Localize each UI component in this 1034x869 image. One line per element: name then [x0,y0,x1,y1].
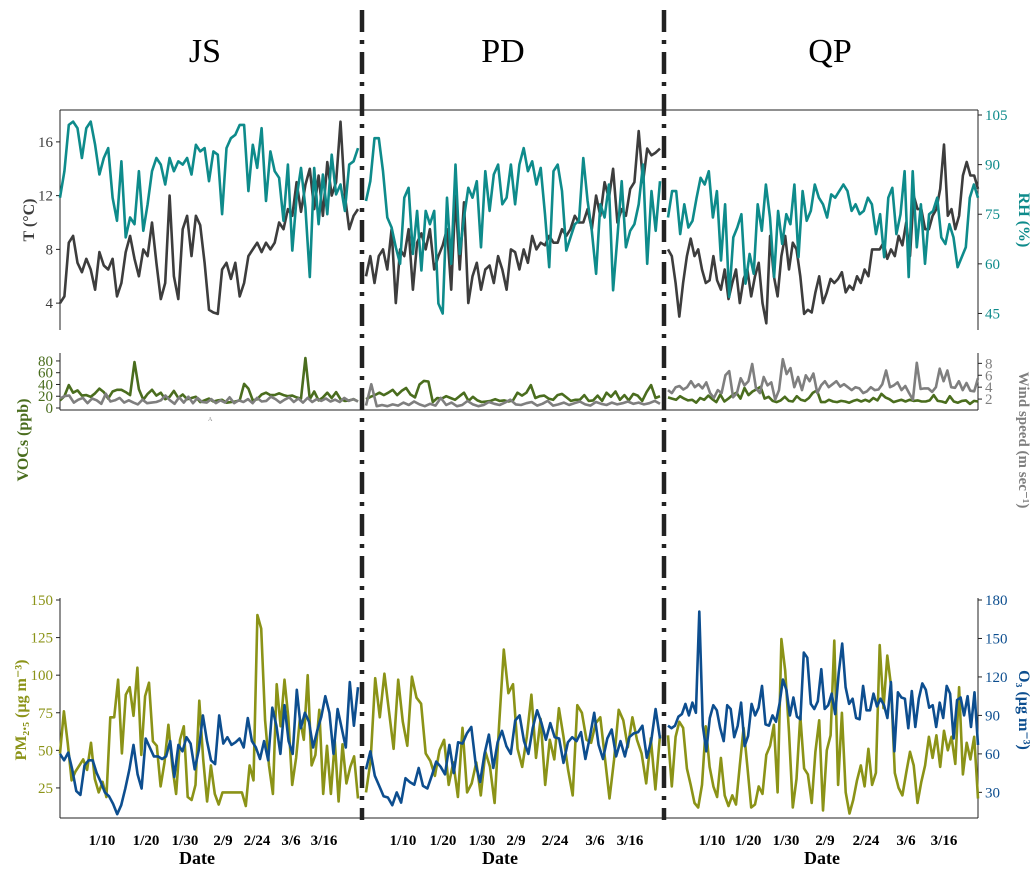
pm25-o3-left-tick-label-5: 150 [31,593,54,609]
temp-rh-series-right-qp-line [666,169,980,299]
temp-rh-right-tick-label-0: 45 [985,306,1000,322]
date-title-qp: Date [804,848,840,868]
vocs-wind-series-right-js-line [59,392,359,406]
temp-rh-series-left-pd-line [364,129,661,305]
temp-rh-right-tick-label-4: 105 [985,108,1008,124]
top-left-axis-ticks: 4 8 12 16 [38,135,60,312]
temp-rh-series-right-js-line [58,120,360,279]
date-tick-pd-4: 2/24 [542,833,569,849]
temp-rh-series-left-qp-line [666,143,980,325]
date-tick-pd-3: 2/9 [506,833,525,849]
temp-rh-left-tick-label-2: 12 [38,189,53,205]
vocs-axis-title: VOCs (ppb) [15,399,32,482]
bottom-right-axis-ticks: 30 60 90 120 150 180 [978,593,1008,801]
date-tick-pd-6: 3/16 [617,833,644,849]
vocs-wind-right-tick-label-1: 4 [985,380,993,396]
temp-rh-right-tick-label-1: 60 [985,257,1000,273]
date-tick-js-1: 1/20 [133,833,160,849]
vocs-wind-left-tick-label-1: 20 [38,389,53,405]
date-tick-pd-5: 3/6 [585,833,605,849]
pm25-o3-right-tick-label-3: 120 [985,670,1008,686]
pm25-o3-series-right-qp-line [667,610,980,753]
vocs-wind-series-right-qp-line [667,357,980,402]
temp-rh-left-tick-label-3: 16 [38,135,54,151]
stray-mark: A [208,417,213,423]
date-tick-pd-0: 1/10 [390,833,417,849]
pm25-o3-series-right-pd-line [364,707,662,807]
pm25-o3-left-tick-label-3: 100 [31,668,54,684]
vocs-wind-left-tick-label-4: 80 [38,354,53,370]
pm25-o3-right-tick-label-1: 60 [985,747,1000,763]
date-tick-js-0: 1/10 [89,833,116,849]
pm25-o3-series-left-pd-line [364,648,662,805]
date-title-pd: Date [482,848,518,868]
temp-rh-series-right-pd-line [364,136,662,315]
pm25-o3-right-tick-label-4: 150 [985,631,1008,647]
o3-axis-title: O₃ (µg m⁻³) [1015,670,1032,750]
wind-axis-title: Wind speed (m sec⁻¹) [1015,372,1031,509]
date-tick-js-3: 2/9 [213,833,232,849]
pm25-o3-left-tick-label-0: 25 [38,781,53,797]
vocs-wind-right-tick-label-0: 2 [985,392,993,408]
panel-frames [59,109,979,819]
date-tick-qp-6: 3/16 [931,833,958,849]
series-lines [58,120,980,816]
pm25-o3-left-tick-label-4: 125 [31,631,54,647]
date-tick-pd-2: 1/30 [469,833,496,849]
date-tick-js-5: 3/6 [281,833,301,849]
date-tick-qp-4: 2/24 [853,833,880,849]
vocs-wind-series-left-js-line [59,356,359,405]
top-right-axis-ticks: 45 60 75 90 105 [978,108,1008,322]
vocs-wind-series-left-pd-line [365,379,661,404]
date-tick-js-6: 3/16 [311,833,338,849]
pm25-o3-series-left-js-line [58,613,360,808]
date-tick-qp-5: 3/6 [896,833,916,849]
pm25-o3-series-left-qp-line [666,637,980,815]
date-tick-qp-0: 1/10 [699,833,726,849]
vocs-wind-left-tick-label-3: 60 [38,366,53,382]
date-tick-js-2: 1/30 [172,833,199,849]
rh-axis-title: RH (%) [1015,193,1032,248]
date-title-js: Date [179,848,215,868]
temp-rh-series-left-js-line [58,120,360,316]
pm25-o3-right-tick-label-0: 30 [985,785,1000,801]
vocs-wind-left-tick-label-0: 0 [46,401,54,417]
pm25-o3-left-tick-label-2: 75 [38,706,53,722]
pm25-o3-series-right-js-line [58,680,360,816]
vocs-wind-left-tick-label-2: 40 [38,377,53,393]
pm25-o3-left-tick-label-1: 50 [38,743,53,759]
bottom-left-axis-ticks: 25 50 75 100 125 150 [31,593,60,797]
pm25-o3-right-tick-label-2: 90 [985,708,1000,724]
vocs-wind-series-right-pd-line [364,382,661,408]
pm25-o3-right-tick-label-5: 180 [985,593,1008,609]
site-label-js: JS [189,33,221,70]
temp-rh-left-tick-label-1: 8 [46,242,54,258]
site-label-qp: QP [808,33,851,70]
date-tick-qp-1: 1/20 [735,833,762,849]
pm25-axis-title: PM₂.₅ (µg m⁻³) [13,660,30,761]
temp-rh-right-tick-label-2: 75 [985,207,1000,223]
vocs-wind-series-left-qp-line [667,385,979,406]
temp-rh-right-tick-label-3: 90 [985,158,1000,174]
vocs-wind-right-tick-label-2: 6 [985,368,993,384]
vocs-wind-right-tick-label-3: 8 [985,356,993,372]
temp-rh-left-tick-label-0: 4 [46,296,54,312]
date-tick-pd-1: 1/20 [430,833,457,849]
date-tick-qp-2: 1/30 [773,833,800,849]
site-label-pd: PD [481,33,524,70]
date-tick-labels: 1/10 1/20 1/30 2/9 2/24 3/6 3/16 1/10 1/20 1/30 2/… [89,833,958,849]
date-tick-js-4: 2/24 [244,833,271,849]
t-axis-title: T (°C) [21,199,38,242]
date-tick-qp-3: 2/9 [815,833,834,849]
